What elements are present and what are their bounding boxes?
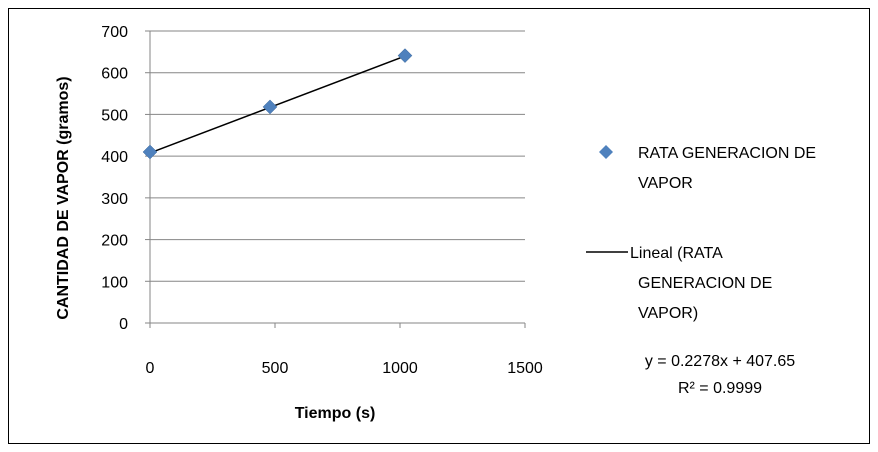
legend-trend-label-line-1: Lineal (RATA — [630, 245, 723, 262]
legend: RATA GENERACION DE VAPOR Lineal (RATA GE… — [586, 145, 816, 322]
y-tick-label: 400 — [101, 149, 128, 166]
data-point — [262, 99, 278, 115]
y-tick-label: 700 — [101, 24, 128, 41]
x-tick-label: 500 — [262, 360, 289, 377]
trendline-layer — [149, 55, 406, 154]
y-tick-label: 300 — [101, 191, 128, 208]
legend-series-label-line-2: VAPOR — [638, 175, 693, 192]
trendline-equation: y = 0.2278x + 407.65 — [645, 353, 795, 370]
grid-lines — [145, 30, 525, 324]
legend-trend-label-line-2: GENERACION DE — [638, 275, 772, 292]
data-points — [142, 48, 413, 160]
y-tick-label: 500 — [101, 107, 128, 124]
axes — [149, 31, 526, 328]
legend-trend-label-line-3: VAPOR) — [638, 305, 698, 322]
x-tick-label: 1500 — [507, 360, 543, 377]
legend-series-marker — [599, 145, 613, 159]
chart-frame — [8, 8, 870, 444]
y-tick-label: 100 — [101, 274, 128, 291]
y-tick-label: 0 — [119, 316, 128, 333]
legend-series-label-line-1: RATA GENERACION DE — [638, 145, 816, 162]
y-axis-title: CANTIDAD DE VAPOR (gramos) — [55, 76, 72, 319]
x-tick-label: 1000 — [382, 360, 418, 377]
trendline — [149, 55, 406, 154]
x-tick-labels: 0 500 1000 1500 — [146, 360, 543, 377]
x-axis-title: Tiempo (s) — [295, 405, 376, 422]
r-squared-label: R² = 0.9999 — [678, 380, 762, 397]
data-point — [142, 144, 158, 160]
y-tick-label: 600 — [101, 66, 128, 83]
data-point — [397, 48, 413, 63]
x-tick-label: 0 — [146, 360, 155, 377]
y-tick-labels: 0 100 200 300 400 500 600 700 — [101, 24, 128, 333]
y-tick-label: 200 — [101, 233, 128, 250]
